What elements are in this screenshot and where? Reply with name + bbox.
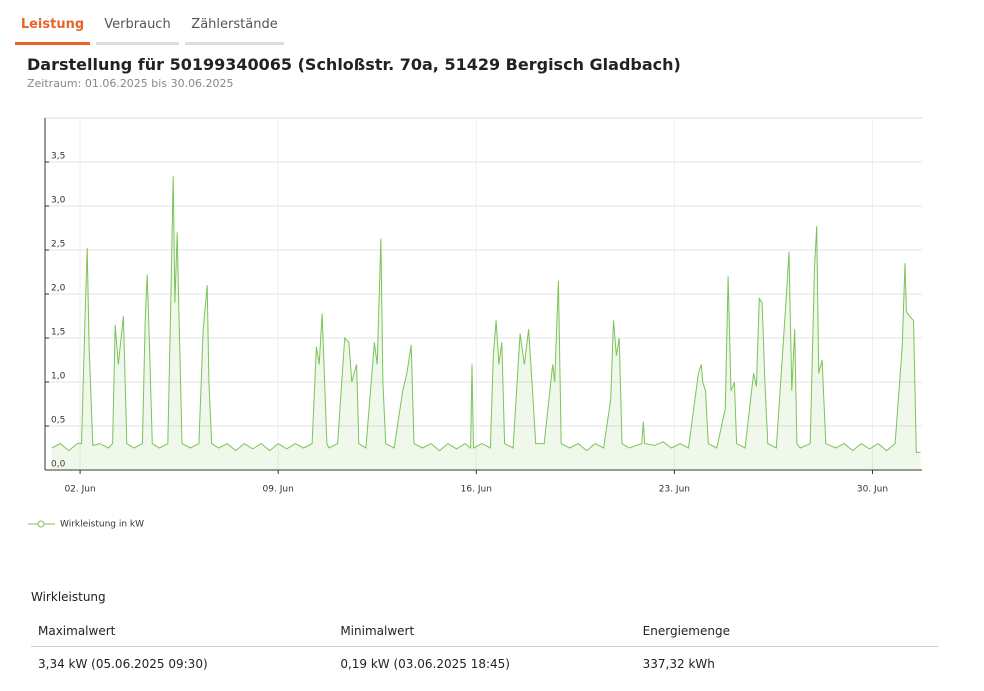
header-cell: Maximalwert <box>31 614 334 647</box>
chart: 0,0 0,5 1,0 1,5 2,0 2,5 3,0 3,5 02. Jun 09. Jun 16… <box>28 117 922 530</box>
x-tick-label: 09. Jun <box>263 485 294 495</box>
line <box>51 176 921 453</box>
y-tick-label: 2,5 <box>51 240 65 250</box>
summary-table: Maximalwert Minimalwert Energiemenge 3,3… <box>31 614 938 681</box>
y-tick-label: 0,0 <box>51 460 66 470</box>
x-tick-label: 23. Jun <box>659 485 690 495</box>
header-cell: Minimalwert <box>333 614 636 647</box>
y-tick-label: 3,0 <box>51 196 66 206</box>
table-title: Wirkleistung <box>31 590 106 604</box>
y-tick-label: 3,5 <box>51 152 65 162</box>
tab-bar: Leistung Verbrauch Zählerstände <box>15 0 284 45</box>
x-tick-label: 30. Jun <box>857 485 888 495</box>
tab[interactable]: Leistung <box>15 0 90 45</box>
page-title: Darstellung für 50199340065 (Schloßstr. … <box>27 55 681 74</box>
x-tick-label: 16. Jun <box>461 485 492 495</box>
x-tick-label: 02. Jun <box>64 485 95 495</box>
data-row: 3,34 kW (05.06.2025 09:30) 0,19 kW (03.0… <box>31 647 938 682</box>
legend-marker <box>37 520 45 528</box>
header-row: Maximalwert Minimalwert Energiemenge <box>31 614 938 647</box>
cell: 337,32 kWh <box>642 657 715 671</box>
y-tick-label: 0,5 <box>51 416 65 426</box>
area <box>51 176 921 470</box>
cell: 0,19 kW (03.06.2025 18:45) <box>340 657 510 671</box>
y-tick-label: 2,0 <box>51 284 66 294</box>
y-tick-label: 1,5 <box>51 328 65 338</box>
tab[interactable]: Zählerstände <box>185 0 284 45</box>
tab[interactable]: Verbrauch <box>96 0 179 45</box>
cell: 3,34 kW (05.06.2025 09:30) <box>38 657 208 671</box>
y-tick-label: 1,0 <box>51 372 66 382</box>
header-cell: Energiemenge <box>635 614 938 647</box>
legend-label: Wirkleistung in kW <box>60 520 144 530</box>
subtitle: Zeitraum: 01.06.2025 bis 30.06.2025 <box>27 77 234 90</box>
